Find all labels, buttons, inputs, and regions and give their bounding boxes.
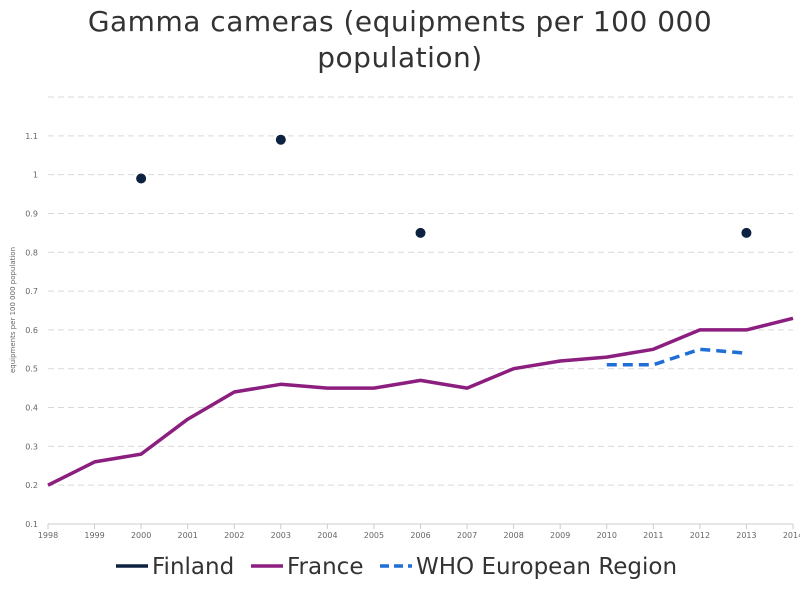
x-tick-label: 2011 bbox=[643, 531, 663, 540]
y-tick-label: 0.8 bbox=[25, 248, 38, 257]
y-axis-ticks: 0.1 0.2 0.3 0.4 0.5 0.6 0.7 0.8 0.9 1 1.1 bbox=[25, 132, 38, 529]
legend-label-france: France bbox=[287, 554, 363, 580]
x-tick-label: 2009 bbox=[550, 531, 570, 540]
legend-label-who-european-region: WHO European Region bbox=[416, 554, 677, 580]
x-tick-label: 2004 bbox=[317, 531, 337, 540]
legend-label-finland: Finland bbox=[152, 554, 234, 580]
data-point-finland bbox=[741, 227, 752, 238]
y-tick-label: 0.9 bbox=[25, 209, 38, 218]
y-tick-label: 0.7 bbox=[25, 287, 38, 296]
x-tick-label: 2006 bbox=[410, 531, 430, 540]
chart-title-line-1: Gamma cameras (equipments per 100 000 bbox=[87, 5, 713, 38]
series-line-who-european-region bbox=[606, 347, 747, 367]
y-tick-label: 1.1 bbox=[25, 132, 38, 141]
y-tick-label: 0.3 bbox=[25, 442, 38, 451]
data-point-finland bbox=[415, 227, 426, 238]
series-line-france bbox=[47, 316, 794, 487]
x-tick-label: 2003 bbox=[271, 531, 291, 540]
x-axis: 1998 1999 2000 2001 2002 2003 2004 2005 2006 2007… bbox=[38, 523, 800, 540]
x-tick-label: 2000 bbox=[131, 531, 151, 540]
x-tick-label: 2001 bbox=[178, 531, 198, 540]
x-tick-label: 2008 bbox=[503, 531, 523, 540]
y-tick-label: 0.1 bbox=[25, 520, 38, 529]
x-tick-label: 2007 bbox=[457, 531, 477, 540]
x-tick-label: 2010 bbox=[597, 531, 617, 540]
x-tick-label: 2012 bbox=[690, 531, 710, 540]
x-tick-label: 2014 bbox=[783, 531, 800, 540]
x-tick-label: 2002 bbox=[224, 531, 244, 540]
gridlines bbox=[48, 96, 793, 486]
y-tick-label: 0.4 bbox=[25, 404, 38, 413]
x-tick-label: 2013 bbox=[736, 531, 756, 540]
y-tick-label: 0.5 bbox=[25, 365, 38, 374]
y-tick-label: 0.2 bbox=[25, 481, 38, 490]
x-tick-label: 1998 bbox=[38, 531, 58, 540]
y-tick-label: 0.6 bbox=[25, 326, 38, 335]
series-layer bbox=[47, 134, 794, 487]
legend: Finland France WHO European Region bbox=[116, 554, 677, 580]
chart-title: Gamma cameras (equipments per 100 000 po… bbox=[0, 4, 800, 76]
x-tick-label: 2005 bbox=[364, 531, 384, 540]
data-point-finland bbox=[136, 173, 147, 184]
data-point-finland bbox=[275, 134, 286, 145]
x-tick-label: 1999 bbox=[84, 531, 104, 540]
y-tick-label: 1 bbox=[33, 171, 38, 180]
y-axis-label: equipments per 100 000 population bbox=[9, 247, 17, 373]
chart-title-line-2: population) bbox=[317, 41, 483, 74]
